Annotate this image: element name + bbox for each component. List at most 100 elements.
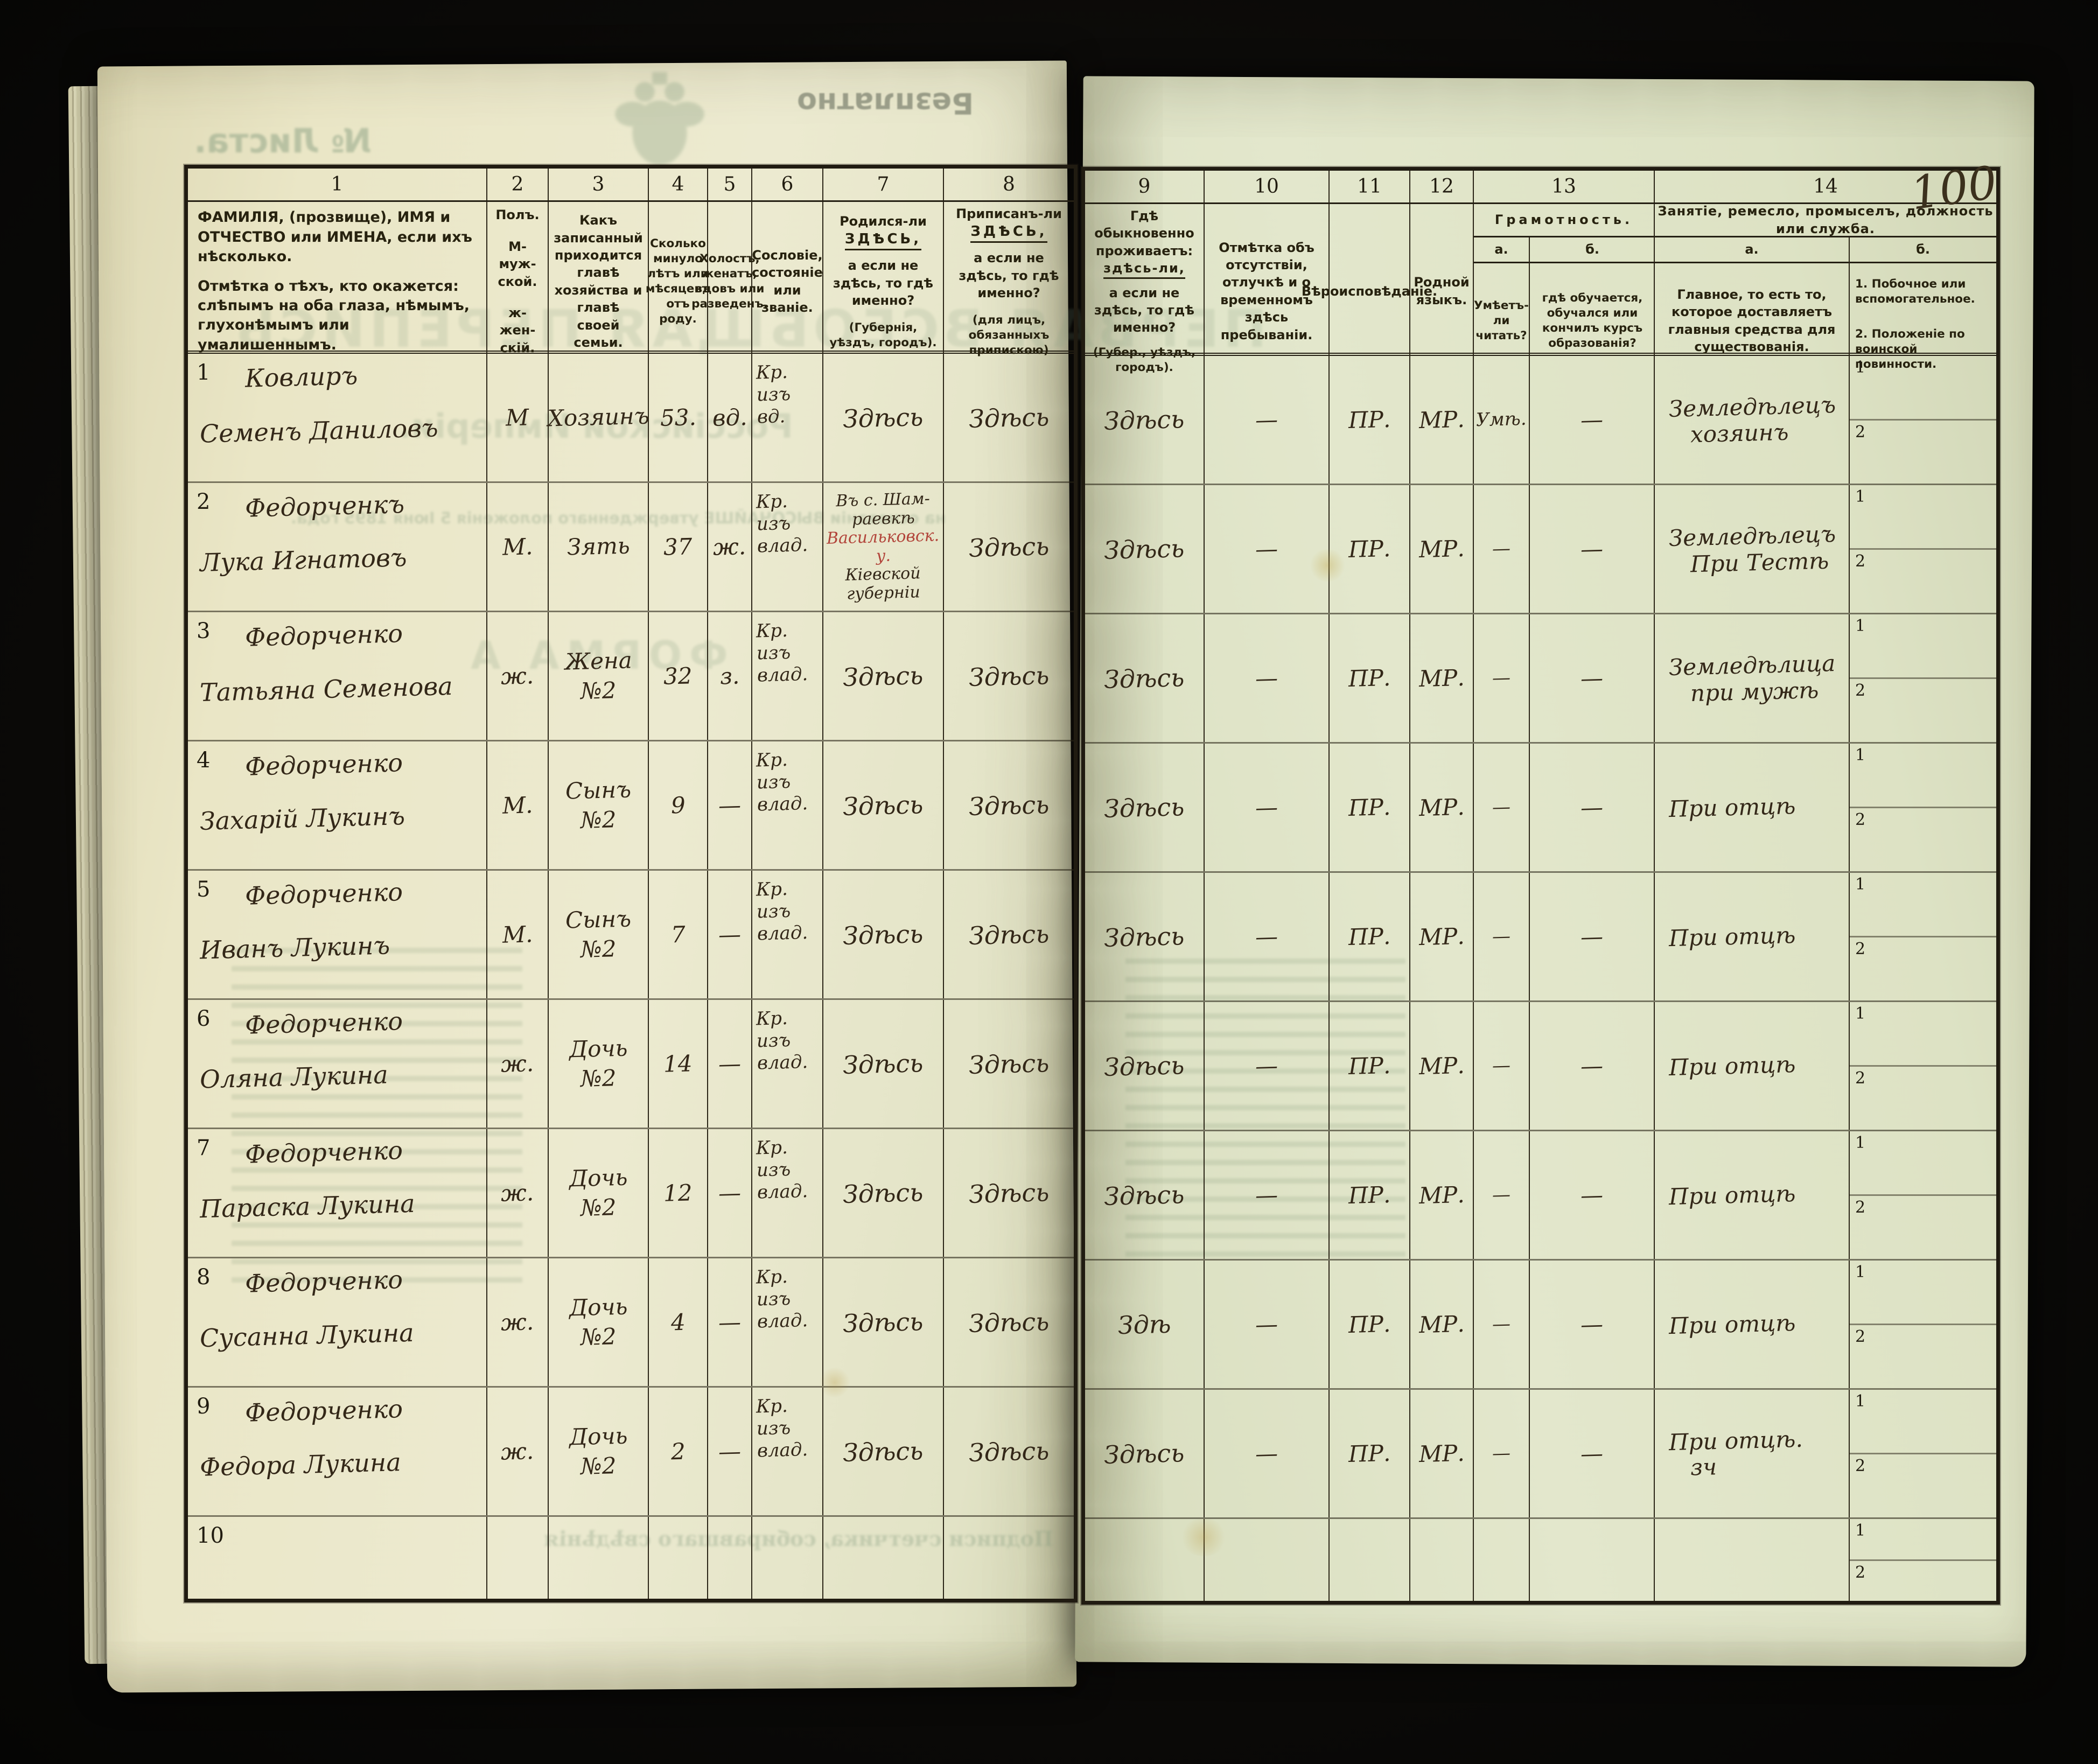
cell-relation: Зять [549, 483, 649, 611]
occupation-side-item2: 2. Положеніе по воинской повинности. [1855, 327, 1965, 372]
col6-number: 6 [752, 169, 823, 200]
literacy-sub-a: а. Умѣетъ-ли читать? [1474, 237, 1530, 379]
cell-age: 14 [649, 1000, 708, 1128]
census-row-left: 2 Федорченкъ Лука Игнатовъ М. Зять 37 ж.… [188, 483, 1074, 612]
cell-sex: ж. [487, 612, 549, 740]
cell-absence: — [1205, 744, 1330, 871]
surname-handwriting: Федорченко [244, 748, 403, 781]
cell-absence: — [1205, 1390, 1330, 1517]
cell-relation [549, 1517, 649, 1599]
cell-side-occupation: 1 2 [1850, 614, 1996, 742]
cell-occupation: При отцѣ [1655, 1131, 1850, 1259]
cell-language [1410, 1519, 1474, 1601]
occupation-group-title: Занятіе, ремесло, промыселъ, должность и… [1655, 204, 1996, 237]
cell-marital: — [708, 1258, 752, 1386]
row-number: 9 [197, 1394, 211, 1419]
cell-registered: Здѣсь [968, 1306, 1050, 1338]
given-name-handwriting: Семенъ Даниловъ [199, 413, 439, 449]
side-occupation-slot1: 1 [1850, 1131, 1996, 1196]
occupation-sub-a: а. Главное, то есть то, которое доставля… [1655, 237, 1850, 379]
cell-absence: — [1205, 614, 1330, 742]
bleedthrough-paragraph-right [1125, 958, 1405, 1260]
cell-residence: Здѣсь [1085, 1131, 1205, 1259]
underlined-zdes: ЗДѢСЬ, [844, 230, 922, 251]
cell-relation: Хозяинъ [547, 354, 649, 481]
cell-registered: Здѣсь [968, 1048, 1050, 1080]
cell-relation: Дочь №2 [549, 1129, 649, 1257]
cell-residence: Здѣсь [1085, 1002, 1205, 1130]
census-row-right: Здѣсь — ПР. МР. — — При отцѣ 1 2 [1085, 1131, 1996, 1261]
census-row-left: 6 Федорченко Оляна Лукина ж. Дочь №2 14 … [188, 1000, 1074, 1129]
cell-occupation: При отцѣ [1655, 1261, 1850, 1388]
cell-relation: Жена №2 [549, 612, 649, 740]
occupation-sub-b: б. 1. Побочное или вспомогательное. 2. П… [1850, 237, 1996, 379]
cell-relation: Дочь №2 [549, 1388, 649, 1515]
cell-faith: ПР. [1330, 1131, 1410, 1259]
col3-header: Какъ записанный приходится главѣ хозяйст… [549, 202, 649, 361]
cell-marital: ж. [708, 483, 752, 611]
cell-birthplace: Здѣсь [823, 741, 944, 869]
cell-education: — [1530, 614, 1655, 742]
cell-faith [1330, 1519, 1410, 1601]
surname-handwriting: Федорченко [244, 877, 403, 911]
bleedthrough-paragraph-left [232, 948, 522, 1292]
col13-number: 13 [1474, 171, 1655, 202]
row-number: 6 [197, 1006, 211, 1031]
col1-header-line1: ФАМИЛІЯ, (прозвище), ИМЯ и ОТЧЕСТВО или … [198, 209, 472, 265]
literacy-subcolumns: а. Умѣетъ-ли читать? б. гдѣ обучается, о… [1474, 237, 1655, 379]
cell-marital: — [708, 871, 752, 998]
cell-registered: Здѣсь [968, 1436, 1050, 1467]
cell-relation: Дочь №2 [549, 1258, 649, 1386]
row-number: 5 [197, 877, 211, 902]
cell-faith: ПР. [1330, 1261, 1410, 1388]
cell-faith: ПР. [1330, 356, 1410, 484]
cell-relation: Сынъ №2 [549, 741, 649, 869]
cell-occupation: При отцѣ. зч [1655, 1390, 1850, 1517]
census-row-right: Здѣсь — ПР. МР. — — При отцѣ 1 2 [1085, 1002, 1996, 1131]
cell-literate: — [1474, 1002, 1530, 1130]
cell-marital: — [708, 1388, 752, 1515]
surname-handwriting: Федорченко [244, 1006, 403, 1040]
column-number-row-right: 9 10 11 12 13 14 [1085, 171, 1996, 204]
side-occupation-slot2: 2 [1855, 1457, 1866, 1475]
cell-name: 6 Федорченко Оляна Лукина [188, 1000, 487, 1128]
cell-residence: Здѣсь [1085, 744, 1205, 871]
cell-language: МР. [1410, 744, 1474, 871]
underlined-zdes-li: здѣсь-ли, [1103, 260, 1185, 279]
cell-marital: вд. [708, 354, 752, 481]
cell-faith: ПР. [1330, 614, 1410, 742]
literacy-sub-b: б. гдѣ обучается, обучался или кончилъ к… [1530, 237, 1655, 379]
cell-marital [708, 1517, 752, 1599]
cell-faith: ПР. [1330, 1390, 1410, 1517]
cell-sex: ж. [487, 1000, 549, 1128]
cell-occupation: При отцѣ [1655, 744, 1850, 871]
column-header-row-left: ФАМИЛІЯ, (прозвище), ИМЯ и ОТЧЕСТВО или … [188, 202, 1074, 361]
cell-side-occupation: 1 2 [1850, 356, 1996, 484]
cell-literate: — [1474, 1261, 1530, 1388]
cell-birthplace: Здѣсь [823, 354, 944, 481]
cell-education [1530, 1519, 1655, 1601]
cell-literate: Умѣ. [1474, 356, 1530, 484]
col4-header: Сколько минуло лѣтъ или мѣсяцевъ отъ род… [646, 202, 710, 361]
cell-side-occupation: 1 2 [1850, 873, 1996, 1000]
cell-absence: — [1205, 356, 1330, 484]
cell-side-occupation: 1 2 [1850, 1519, 1996, 1601]
col2-header: Полъ. М-муж-ской. ж-жен-скій. [487, 202, 549, 361]
cell-age: 32 [649, 612, 708, 740]
cell-language: МР. [1410, 1002, 1474, 1130]
cell-absence: — [1205, 485, 1330, 613]
cell-marital: — [708, 741, 752, 869]
col4-number: 4 [649, 169, 708, 200]
cell-literate: — [1474, 744, 1530, 871]
cell-residence: Здѣсь [1085, 1390, 1205, 1517]
col7-header: Родился-ли ЗДѢСЬ, а если не здѣсь, то гдѣ… [823, 202, 944, 361]
cell-age: 2 [649, 1388, 708, 1515]
cell-absence [1205, 1519, 1330, 1601]
cell-age: 12 [649, 1129, 708, 1257]
column-number-row-left: 1 2 3 4 5 6 7 8 [188, 169, 1074, 202]
cell-name: 4 Федорченко Захарій Лукинъ [188, 741, 487, 869]
given-name-handwriting: Оляна Лукина [199, 1060, 389, 1094]
given-name-handwriting: Федора Лукина [199, 1447, 402, 1482]
side-occupation-slot1: 1 [1850, 1261, 1996, 1325]
census-row-right: Здѣ — ПР. МР. — — При отцѣ 1 2 [1085, 1261, 1996, 1390]
